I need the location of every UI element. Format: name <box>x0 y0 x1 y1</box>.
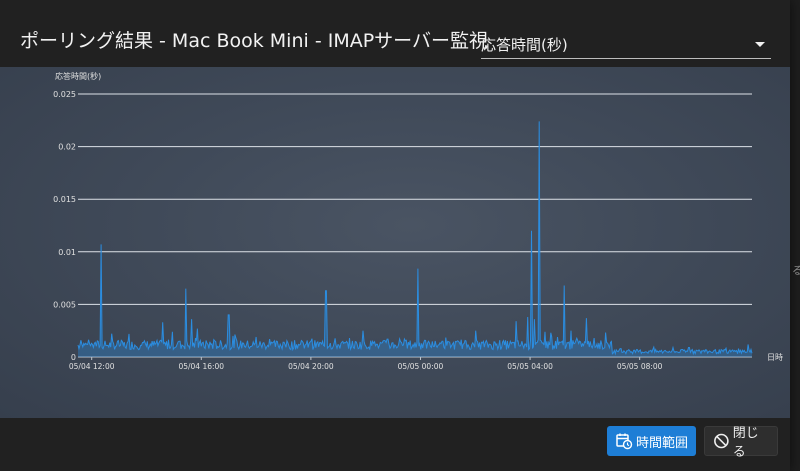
x-axis-label: 日時 <box>767 353 783 362</box>
chevron-down-icon[interactable] <box>755 42 765 47</box>
calendar-clock-icon <box>616 433 633 450</box>
series-line <box>77 121 753 356</box>
block-icon <box>714 433 729 449</box>
x-tick-label: 05/04 12:00 <box>69 362 115 371</box>
y-tick-label: 0.01 <box>58 248 76 257</box>
y-axis-label: 応答時間(秒) <box>55 71 101 81</box>
y-tick-label: 0.015 <box>53 195 76 204</box>
x-tick-label: 05/05 00:00 <box>398 362 444 371</box>
metric-select-value: 応答時間(秒) <box>481 36 568 54</box>
x-tick-label: 05/05 04:00 <box>507 362 553 371</box>
background-edge-text: る <box>792 264 800 277</box>
metric-select[interactable]: 応答時間(秒) <box>481 30 771 59</box>
y-tick-label: 0.02 <box>58 143 76 152</box>
series-area <box>78 121 752 358</box>
close-label: 閉じる <box>732 426 759 460</box>
close-button[interactable]: 閉じる <box>704 426 778 460</box>
dialog-title: ポーリング結果 - Mac Book Mini - IMAPサーバー監視 <box>20 30 488 52</box>
time-range-button[interactable]: 時間範囲 <box>607 426 696 456</box>
x-tick-label: 05/04 16:00 <box>178 362 224 371</box>
response-time-chart: 応答時間(秒) 日時 0 0.005 0.01 0.015 0.02 0.025 05/0… <box>53 71 783 371</box>
y-tick-label: 0 <box>71 353 76 362</box>
x-tick-label: 05/04 20:00 <box>288 362 334 371</box>
chart-panel: 応答時間(秒) 日時 0 0.005 0.01 0.015 0.02 0.025 05/0… <box>0 67 790 418</box>
y-tick-label: 0.005 <box>53 300 76 309</box>
time-range-label: 時間範囲 <box>636 435 689 451</box>
y-tick-label: 0.025 <box>53 90 76 99</box>
x-tick-label: 05/05 08:00 <box>617 362 663 371</box>
